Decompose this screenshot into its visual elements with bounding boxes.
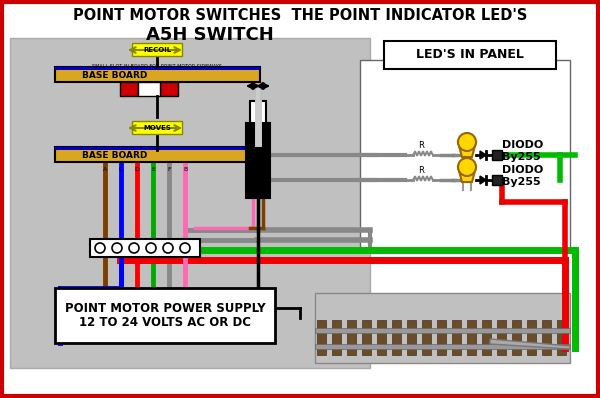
FancyBboxPatch shape — [384, 41, 556, 69]
Bar — [120, 82, 138, 96]
Circle shape — [129, 243, 139, 253]
Bar — [512, 320, 521, 355]
Text: POINT MOTOR POWER SUPPLY
12 TO 24 VOLTS AC OR DC: POINT MOTOR POWER SUPPLY 12 TO 24 VOLTS … — [65, 302, 265, 330]
Text: LED'S IN PANEL: LED'S IN PANEL — [416, 49, 524, 62]
Bar — [392, 320, 401, 355]
Bar — [246, 123, 270, 198]
Text: A: A — [103, 167, 107, 172]
Text: A5H SWITCH: A5H SWITCH — [146, 26, 274, 44]
Text: SMALL SLOT IN BOARD FOR POINT MOTOR SIDEWAYS: SMALL SLOT IN BOARD FOR POINT MOTOR SIDE… — [92, 64, 222, 68]
Circle shape — [112, 243, 122, 253]
Bar — [542, 320, 551, 355]
Bar — [482, 320, 491, 355]
Polygon shape — [490, 339, 570, 349]
Circle shape — [95, 243, 105, 253]
Text: MOVES: MOVES — [143, 125, 171, 131]
Bar — [55, 288, 275, 343]
Bar — [437, 320, 446, 355]
Text: R: R — [418, 166, 424, 175]
Bar — [55, 147, 260, 162]
Text: B: B — [183, 167, 187, 172]
Bar — [315, 293, 570, 363]
Polygon shape — [480, 151, 486, 159]
Text: F: F — [167, 167, 171, 172]
Bar — [250, 101, 266, 123]
FancyBboxPatch shape — [132, 43, 182, 56]
Bar — [55, 147, 260, 150]
Bar — [315, 344, 570, 349]
Bar — [557, 320, 566, 355]
Text: BASE BOARD: BASE BOARD — [82, 150, 148, 160]
Bar — [527, 320, 536, 355]
Bar — [55, 67, 260, 82]
Circle shape — [180, 243, 190, 253]
Bar — [407, 320, 416, 355]
Text: E: E — [151, 167, 155, 172]
Bar — [492, 175, 502, 185]
Text: R: R — [418, 141, 424, 150]
Bar — [138, 82, 160, 96]
Polygon shape — [458, 142, 476, 157]
Circle shape — [458, 133, 476, 151]
Bar — [452, 320, 461, 355]
Bar — [10, 38, 370, 368]
Bar — [160, 82, 178, 96]
Bar — [422, 320, 431, 355]
Text: POINT MOTOR SWITCHES  THE POINT INDICATOR LED'S: POINT MOTOR SWITCHES THE POINT INDICATOR… — [73, 8, 527, 23]
Text: D: D — [134, 167, 139, 172]
Circle shape — [163, 243, 173, 253]
Circle shape — [458, 158, 476, 176]
Text: RECOIL: RECOIL — [143, 47, 171, 53]
Text: DIODO
By255: DIODO By255 — [502, 140, 543, 162]
Bar — [467, 320, 476, 355]
Text: C: C — [119, 167, 123, 172]
Polygon shape — [480, 176, 486, 184]
Bar — [362, 320, 371, 355]
Text: DIODO
By255: DIODO By255 — [502, 165, 543, 187]
Text: BASE BOARD: BASE BOARD — [82, 70, 148, 80]
Bar — [377, 320, 386, 355]
Bar — [55, 67, 260, 70]
Bar — [497, 320, 506, 355]
Bar — [347, 320, 356, 355]
Bar — [90, 239, 200, 257]
Circle shape — [146, 243, 156, 253]
Bar — [317, 320, 326, 355]
Bar — [492, 150, 502, 160]
Bar — [315, 328, 570, 333]
Bar — [360, 60, 570, 250]
Bar — [332, 320, 341, 355]
Polygon shape — [458, 167, 476, 182]
FancyBboxPatch shape — [132, 121, 182, 134]
